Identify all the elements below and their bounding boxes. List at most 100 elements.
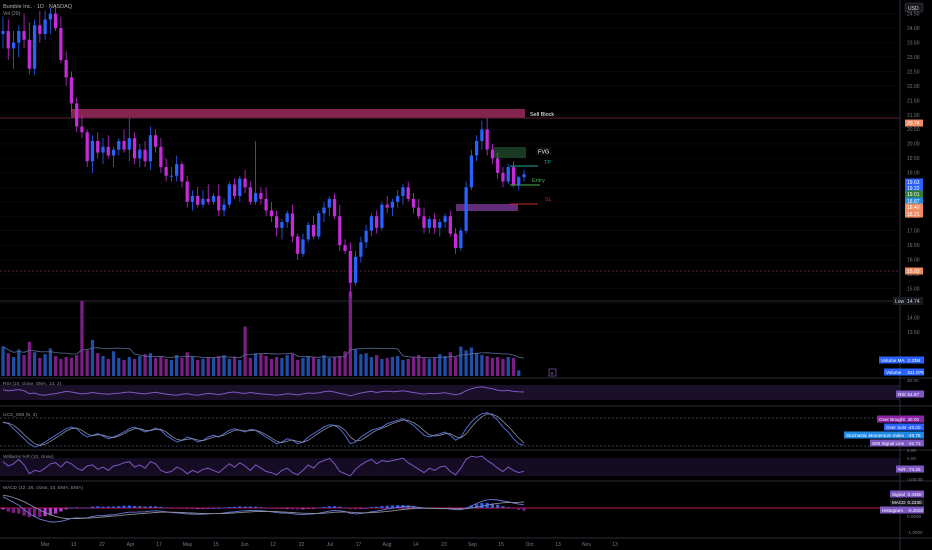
price-tick-label: 21.50 — [907, 98, 920, 104]
time-tick-label: Oct — [526, 542, 534, 548]
panel-value-bg — [906, 356, 924, 364]
macd-histogram-bar — [396, 505, 400, 508]
macd-histogram-bar — [48, 508, 52, 516]
volume-bar — [148, 353, 152, 376]
volume-bars — [1, 291, 521, 376]
macd-axis-tick: -1.0000 — [907, 530, 923, 535]
candle-body — [353, 256, 358, 283]
candle-body — [11, 42, 16, 49]
price-axis[interactable]: 24.50 24.00 23.50 23.00 22.50 22.00 21.50 21.00… — [893, 11, 923, 336]
price-tag-bg — [905, 190, 923, 198]
candle-body — [522, 174, 526, 178]
macd-histogram-bar — [343, 507, 347, 509]
macd-histogram-bar — [80, 507, 84, 509]
candle-body — [422, 216, 426, 228]
candle-body — [375, 216, 379, 228]
price-tick-label: 13.50 — [907, 330, 920, 336]
volume-bar — [138, 356, 142, 376]
candle-body — [253, 193, 258, 202]
price-tag-bg — [905, 210, 923, 218]
volume-bar — [232, 357, 237, 376]
volume-bar — [111, 351, 116, 376]
macd-histogram-bar — [185, 508, 189, 510]
panel-value: 51.67 — [908, 392, 920, 397]
macd-histogram-bar — [385, 505, 389, 508]
price-tick-label: 21.00 — [907, 113, 920, 119]
candle-body — [511, 167, 516, 185]
macd-histogram-bar — [380, 506, 384, 508]
candle-body — [296, 236, 300, 254]
candle-body — [327, 198, 331, 208]
volume-bar — [390, 357, 395, 376]
macd-title[interactable]: MACD (12, 26, close, 10, EMA, EMA) — [3, 485, 83, 491]
fvg-label-bg — [536, 147, 551, 155]
chart-title[interactable]: Bumble Inc. · 1D · NASDAQ — [3, 4, 73, 10]
entry-label: Entry — [532, 178, 545, 184]
volume-bar — [90, 339, 95, 376]
macd-histogram-bar — [264, 507, 268, 509]
panel-value-bg — [906, 423, 924, 431]
macd-histogram-bar — [275, 508, 279, 509]
price-tick-label: 22.00 — [907, 84, 920, 90]
volume-bar — [490, 357, 495, 376]
macd-histogram-bar — [22, 508, 26, 516]
macd-histogram-bar — [369, 507, 374, 508]
price-tag-label: 19.01 — [907, 192, 920, 198]
macd-histogram-bar — [117, 506, 121, 508]
macd-histogram-bar — [475, 504, 479, 508]
demand-zone — [456, 204, 518, 211]
volume-bar — [264, 356, 268, 376]
time-axis[interactable]: Mar 13 22 Apr 17 May 15 Jun 12 22 Jul 17 Aug 14 23 Sep 1… — [41, 542, 618, 548]
macd-histogram-bar — [206, 508, 210, 509]
volume-bar — [243, 326, 247, 376]
volume-bar — [101, 356, 105, 376]
collapse-toggle[interactable] — [548, 368, 557, 377]
volume-bar — [317, 358, 321, 376]
candle-body — [48, 13, 52, 20]
candle-body — [111, 149, 116, 156]
candle-body — [506, 167, 510, 182]
volume-bar — [190, 357, 195, 376]
candle-body — [317, 213, 321, 237]
candle-body — [153, 135, 158, 147]
time-tick-label: 22 — [99, 542, 105, 548]
currency-badge[interactable]: USD — [908, 6, 919, 12]
candle-body — [427, 219, 431, 228]
panel-value-bg — [906, 368, 924, 376]
macd-histogram-bar — [480, 503, 484, 508]
volume-bar — [96, 353, 100, 376]
candle-body — [190, 195, 195, 202]
macd-histogram-bar — [27, 508, 31, 518]
price-tag-label: 18.40 — [907, 205, 920, 211]
macd-histogram-bar — [296, 508, 300, 510]
panel-value: 2.23M — [908, 358, 921, 363]
candle-body — [180, 164, 184, 182]
macd-histogram-bar — [201, 508, 205, 509]
volume-bar — [453, 357, 458, 376]
volume-indicator-title[interactable]: Vol (20) — [3, 11, 21, 17]
volume-bar — [1, 346, 5, 376]
rsi-title[interactable]: RSI (10, close, SMA, 14, 2) — [3, 381, 62, 387]
macd-histogram-bar — [217, 508, 221, 509]
volume-bar — [517, 370, 521, 376]
candle-body — [290, 213, 295, 237]
panel-label: Over Sold — [886, 425, 907, 430]
macd-histogram-bar — [327, 506, 331, 508]
williams-title[interactable]: Williams %R (10, close) — [3, 454, 54, 460]
macd-histogram-bar — [122, 505, 126, 508]
smi-signal-line — [2, 413, 525, 446]
volume-bar — [64, 357, 68, 376]
macd-histogram-bar — [469, 505, 474, 508]
volume-bar — [169, 359, 174, 376]
smi-title[interactable]: UCS_SMI (5, 3) — [3, 412, 37, 418]
volume-bar — [417, 355, 421, 376]
macd-histogram-bar — [290, 508, 295, 510]
price-tag-bg — [905, 267, 923, 275]
panel-value: -32.73 — [908, 441, 921, 446]
price-tick-label: 22.50 — [907, 69, 920, 75]
panel-label-bg — [880, 506, 906, 514]
panel-label: %R — [898, 467, 906, 472]
candle-body — [227, 184, 231, 205]
macd-histogram-bar — [332, 506, 337, 508]
